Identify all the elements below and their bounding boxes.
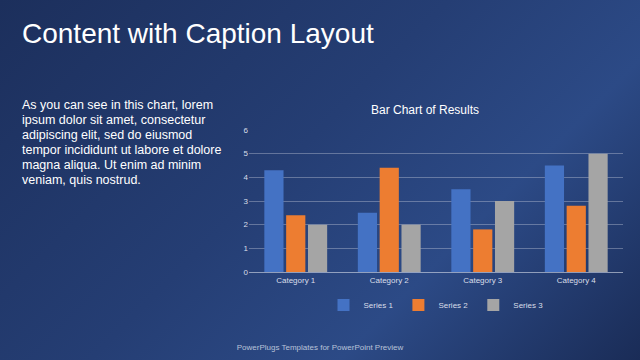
svg-text:Series 2: Series 2 bbox=[438, 301, 468, 310]
svg-text:6: 6 bbox=[244, 126, 249, 135]
html-text:Content with Caption Layout: Content with Caption Layout bbox=[22, 18, 374, 49]
html-text:As you can see in this chart,: As you can see in this chart, lorem ipsu… bbox=[22, 98, 222, 187]
html-text:PowerPlugs Templates for Power: PowerPlugs Templates for PowerPoint Prev… bbox=[236, 343, 404, 352]
svg-text:Category 3: Category 3 bbox=[463, 276, 503, 285]
svg-text:Category 4: Category 4 bbox=[557, 276, 597, 285]
svg-text:3: 3 bbox=[244, 197, 249, 206]
svg-text:1: 1 bbox=[244, 244, 249, 253]
svg-text:5: 5 bbox=[244, 149, 249, 158]
svg-text:Series 3: Series 3 bbox=[513, 301, 543, 310]
svg-text:2: 2 bbox=[244, 220, 249, 229]
svg-text:Category 1: Category 1 bbox=[276, 276, 316, 285]
svg-text:Bar Chart of Results: Bar Chart of Results bbox=[371, 103, 479, 117]
svg-text:0: 0 bbox=[244, 268, 249, 277]
svg-text:Series 1: Series 1 bbox=[364, 301, 394, 310]
svg-text:Category 2: Category 2 bbox=[370, 276, 410, 285]
svg-text:4: 4 bbox=[244, 173, 249, 182]
